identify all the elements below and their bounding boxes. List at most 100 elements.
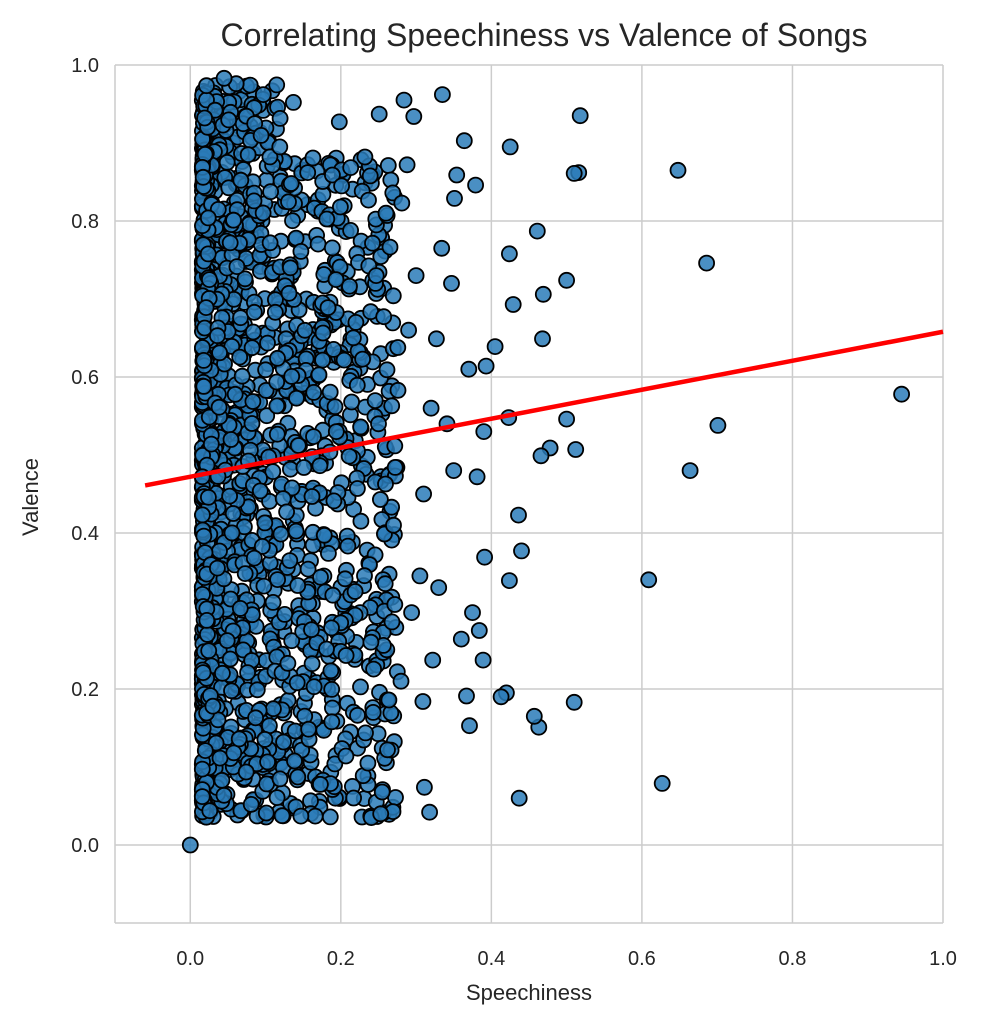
scatter-point [383, 397, 401, 415]
scatter-point [306, 807, 324, 825]
scatter-point [230, 730, 248, 748]
scatter-point [366, 392, 384, 410]
x-tick-label: 1.0 [929, 948, 957, 970]
scatter-point [318, 210, 336, 228]
scatter-point [202, 435, 220, 453]
scatter-point [215, 786, 233, 804]
scatter-point [261, 234, 279, 252]
scatter-point [565, 164, 583, 182]
scatter-point [271, 770, 289, 788]
scatter-point [288, 674, 306, 692]
x-tick-label: 0.0 [176, 948, 204, 970]
scatter-point [321, 383, 339, 401]
scatter-point [272, 525, 290, 543]
scatter-point [279, 654, 297, 672]
scatter-point [344, 329, 362, 347]
scatter-point [698, 254, 715, 272]
scatter-point [289, 577, 307, 594]
scatter-point [445, 462, 463, 480]
scatter-point [260, 717, 278, 735]
scatter-point [303, 655, 321, 673]
scatter-point [356, 148, 374, 166]
scatter-point [337, 647, 355, 664]
x-tick-label: 0.8 [779, 948, 807, 970]
scatter-point [433, 86, 451, 103]
scatter-point [377, 204, 395, 222]
scatter-point [198, 612, 216, 629]
scatter-point [323, 713, 341, 731]
scatter-point [211, 344, 229, 362]
scatter-point [343, 393, 361, 411]
scatter-point [359, 754, 377, 772]
scatter-point [534, 285, 552, 303]
scatter-point [195, 377, 213, 395]
scatter-point [233, 367, 251, 385]
scatter-point [314, 324, 332, 342]
scatter-point [348, 480, 366, 497]
scatter-point [296, 321, 314, 339]
scatter-point [452, 630, 470, 648]
scatter-point [323, 699, 341, 717]
scatter-point [278, 503, 296, 521]
scatter-point [327, 423, 345, 441]
scatter-point [525, 707, 543, 725]
scatter-point [367, 267, 385, 285]
scatter-point [669, 161, 687, 179]
scatter-point [305, 383, 323, 401]
scatter-point [380, 691, 398, 709]
scatter-point [289, 437, 307, 454]
scatter-point [330, 113, 348, 131]
scatter-point [377, 475, 394, 493]
scatter-point [245, 192, 263, 210]
data-points [181, 69, 910, 854]
scatter-point [681, 462, 699, 480]
scatter-point [430, 579, 448, 596]
scatter-point [193, 760, 211, 778]
scatter-point [254, 204, 272, 222]
scatter-point [213, 664, 231, 682]
y-tick-label: 0.4 [71, 523, 99, 545]
scatter-point [247, 709, 265, 727]
scatter-point [242, 796, 260, 813]
scatter-point [258, 407, 276, 425]
axes [114, 65, 943, 924]
scatter-point [197, 299, 215, 317]
scatter-point [208, 327, 226, 345]
scatter-point [323, 239, 341, 257]
scatter-point [448, 166, 466, 184]
scatter-point [210, 398, 228, 416]
scatter-point [398, 156, 416, 174]
scatter-point [303, 621, 320, 639]
scatter-point [281, 460, 299, 478]
scatter-point [289, 768, 307, 786]
scatter-point [225, 744, 243, 762]
scatter-point [709, 416, 727, 434]
scatter-point [383, 613, 401, 631]
scatter-point [467, 176, 485, 194]
scatter-point [461, 717, 478, 735]
scatter-point [354, 350, 372, 368]
scatter-point [558, 271, 575, 289]
scatter-point [640, 571, 658, 589]
scatter-point [384, 287, 402, 305]
x-tick-label: 0.6 [628, 948, 656, 970]
scatter-point [198, 626, 216, 643]
scatter-point [464, 604, 481, 621]
scatter-point [286, 752, 303, 770]
scatter-point [221, 487, 239, 505]
scatter-point [331, 198, 349, 216]
x-axis-label: Speechiness [466, 980, 592, 1005]
scatter-point [200, 271, 218, 289]
scatter-point [385, 516, 402, 534]
scatter-point [341, 277, 358, 295]
scatter-point [370, 105, 388, 123]
scatter-point [376, 575, 394, 593]
scatter-point [475, 423, 493, 441]
scatter-point [414, 693, 432, 710]
scatter-point [458, 687, 475, 705]
scatter-point [280, 284, 298, 302]
scatter-point [256, 731, 274, 748]
scatter-point [201, 802, 219, 820]
